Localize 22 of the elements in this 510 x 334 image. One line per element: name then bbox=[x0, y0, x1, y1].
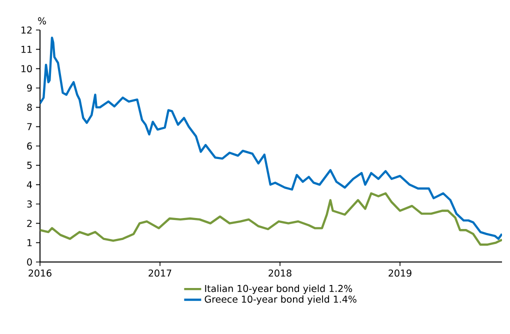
y-tick-label: 2 bbox=[27, 220, 32, 227]
y-tick-label: 1 bbox=[28, 239, 32, 246]
legend-label: Greece 10-year bond yield 1.4% bbox=[204, 295, 356, 305]
y-tick-label: 10 bbox=[22, 65, 32, 72]
y-tick-label: 5 bbox=[27, 162, 32, 169]
x-tick-label: 2016 bbox=[28, 270, 52, 277]
y-tick-label: 9 bbox=[27, 84, 32, 92]
legend-label: Italian 10-year bond yield 1.2% bbox=[205, 284, 352, 294]
x-tick-label: 2017 bbox=[148, 270, 172, 277]
y-tick-label: 8 bbox=[27, 104, 32, 111]
y-axis-title: % bbox=[38, 17, 46, 24]
y-tick-label: 6 bbox=[27, 142, 32, 150]
y-tick-label: 12 bbox=[22, 26, 32, 34]
x-tick-label: 2019 bbox=[388, 270, 412, 277]
y-tick-label: 0 bbox=[27, 258, 32, 266]
x-tick-label: 2018 bbox=[268, 270, 292, 277]
line-series bbox=[40, 192, 502, 246]
line-series bbox=[40, 36, 502, 240]
y-tick-label: 11 bbox=[22, 46, 32, 53]
y-tick-label: 4 bbox=[26, 181, 32, 188]
y-tick-label: 7 bbox=[27, 123, 32, 130]
y-tick-label: 3 bbox=[27, 200, 32, 208]
